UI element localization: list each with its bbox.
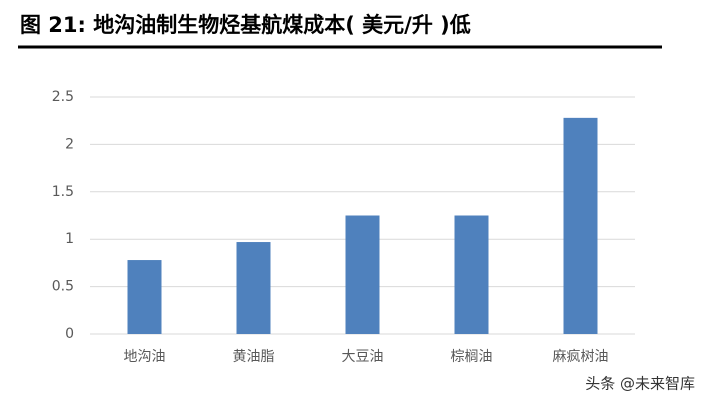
bar	[345, 215, 380, 334]
x-tick-label: 棕榈油	[451, 349, 493, 365]
x-tick-label: 地沟油	[124, 349, 166, 365]
y-tick-label: 1.5	[52, 184, 74, 200]
chart-title: 图 21: 地沟油制生物烃基航煤成本( 美元/升 )低	[20, 13, 471, 37]
y-tick-label: 2	[65, 136, 74, 152]
bar	[127, 260, 162, 334]
y-tick-label: 1	[65, 231, 74, 247]
x-tick-label: 黄油脂	[233, 348, 275, 365]
y-tick-label: 0.5	[52, 279, 74, 295]
x-tick-label: 麻疯树油	[553, 349, 609, 365]
y-tick-label: 2.5	[52, 89, 74, 105]
x-tick-label: 大豆油	[342, 349, 384, 365]
y-tick-label: 0	[65, 326, 74, 342]
watermark: 头条 @未来智库	[585, 375, 695, 393]
bar	[454, 215, 489, 334]
bar	[563, 117, 598, 334]
bar	[236, 242, 271, 334]
